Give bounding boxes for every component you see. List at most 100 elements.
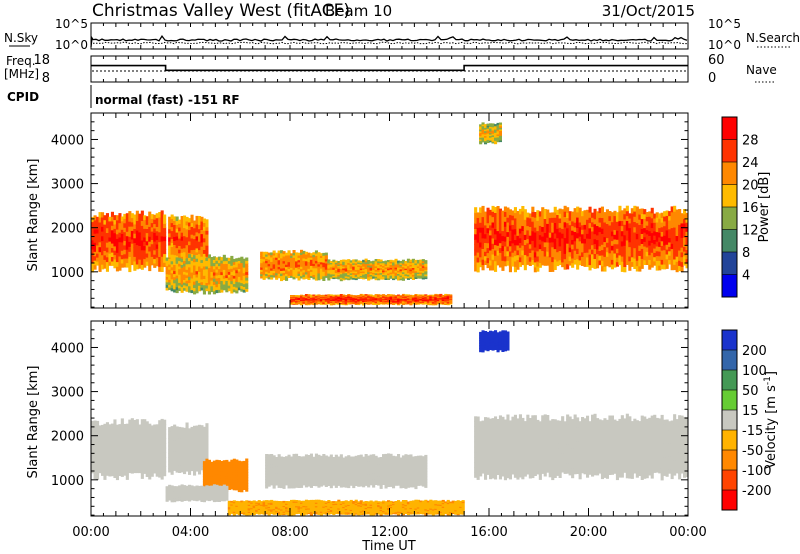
scatter-cell (339, 263, 343, 266)
scatter-cell (327, 302, 331, 304)
scatter-cell (397, 298, 401, 301)
scatter-cell (548, 212, 552, 219)
scatter-cell (292, 462, 296, 466)
scatter-cell (561, 209, 565, 215)
scatter-cell (277, 273, 281, 277)
scatter-cell (439, 299, 443, 302)
scatter-cell (180, 495, 184, 498)
scatter-cell (474, 212, 478, 219)
scatter-cell (668, 255, 672, 261)
scatter-cell (125, 470, 129, 476)
scatter-cell (404, 300, 408, 302)
scatter-cell (665, 234, 669, 240)
scatter-cell (337, 302, 341, 304)
scatter-cell (138, 440, 142, 446)
scatter-cell (245, 257, 249, 261)
scatter-cell (416, 298, 420, 300)
scatter-cell (344, 263, 348, 266)
scatter-cell (170, 454, 174, 459)
scatter-cell (327, 294, 331, 296)
scatter-cell (414, 276, 418, 279)
scatter-cell (195, 239, 199, 245)
scatter-cell (411, 274, 415, 277)
scatter-cell (384, 297, 388, 299)
scatter-cell (337, 261, 341, 264)
scatter-cell (275, 268, 279, 271)
scatter-cell (600, 222, 604, 229)
scatter-cell (240, 279, 244, 284)
scatter-cell (416, 300, 420, 302)
scatter-cell (429, 296, 433, 298)
scatter-cell (374, 295, 378, 297)
scatter-cell (118, 445, 122, 451)
scatter-cell (202, 237, 206, 243)
scatter-cell (503, 246, 507, 252)
scatter-cell (262, 261, 266, 264)
scatter-cell (491, 221, 495, 228)
scatter-cell (337, 277, 341, 280)
scatter-cell (175, 275, 179, 279)
scatter-cell (280, 477, 284, 481)
scatter-cell (389, 267, 393, 270)
scatter-cell (362, 294, 366, 296)
scatter-cell (260, 251, 264, 255)
scatter-cell (165, 257, 169, 261)
scatter-cell (272, 266, 276, 269)
scatter-cell (96, 464, 100, 471)
scatter-cell (334, 272, 338, 275)
scatter-cell (210, 288, 214, 293)
scatter-cell (339, 266, 343, 270)
scatter-cell (123, 445, 127, 451)
scatter-cell (424, 277, 428, 280)
scatter-cell (352, 297, 356, 299)
scatter-cell (205, 223, 209, 228)
scatter-cell (272, 263, 276, 267)
scatter-cell (165, 268, 169, 272)
scatter-cell (262, 272, 266, 276)
scatter-cell (359, 296, 363, 298)
scatter-cell (329, 266, 333, 269)
scatter-cell (138, 222, 142, 228)
scatter-cell (178, 241, 182, 246)
scatter-cell (202, 488, 206, 491)
scatter-cell (354, 259, 358, 262)
scatter-cell (133, 420, 137, 425)
freq-left-tick-bottom: 8 (42, 71, 50, 86)
scatter-cell (434, 302, 438, 305)
scatter-cell (668, 215, 672, 221)
scatter-cell (625, 235, 629, 241)
scatter-cell (449, 298, 453, 300)
scatter-cell (173, 236, 177, 241)
scatter-cell (190, 253, 194, 258)
scatter-cell (198, 232, 202, 238)
scatter-cell (536, 255, 540, 262)
scatter-cell (414, 300, 418, 303)
scatter-cell (91, 235, 95, 241)
scatter-cell (521, 245, 525, 251)
scatter-cell (227, 274, 231, 278)
scatter-cell (309, 297, 313, 300)
scatter-cell (362, 274, 366, 277)
scatter-cell (168, 264, 172, 268)
scatter-cell (160, 459, 164, 465)
scatter-cell (623, 208, 627, 215)
scatter-cell (591, 262, 595, 268)
scatter-cell (588, 248, 592, 255)
scatter-cell (267, 454, 271, 458)
scatter-cell (277, 257, 281, 261)
scatter-cell (103, 470, 107, 476)
scatter-cell (317, 302, 321, 304)
scatter-cell (217, 479, 221, 483)
scatter-cell (290, 461, 294, 465)
scatter-cell (419, 262, 423, 265)
scatter-cell (128, 468, 132, 474)
scatter-cell (394, 267, 398, 270)
scatter-cell (548, 251, 552, 258)
scatter-cell (96, 435, 100, 442)
scatter-cell (489, 131, 493, 134)
scatter-cell (188, 273, 192, 277)
scatter-cell (377, 300, 381, 302)
scatter-cell (339, 259, 343, 263)
scatter-cell (384, 263, 388, 266)
scatter-cell (175, 272, 179, 276)
